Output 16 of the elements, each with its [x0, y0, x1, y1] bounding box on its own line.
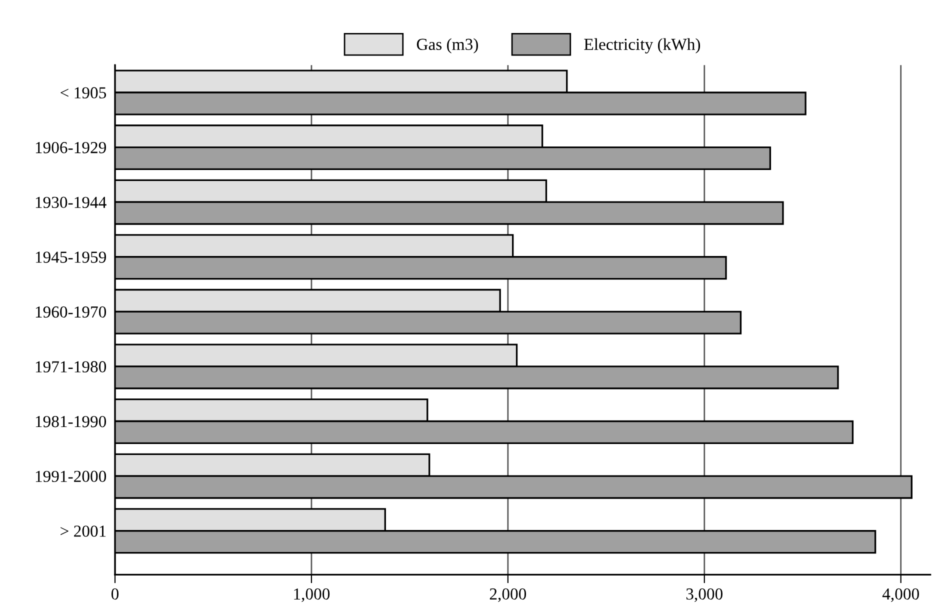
- x-tick-label: 2,000: [490, 588, 526, 602]
- y-tick-label: 1906-1929: [36, 142, 106, 154]
- y-tick-label: 1945-1959: [36, 252, 106, 263]
- legend-label: Electricity (kWh): [584, 38, 700, 54]
- y-tick-label: 1960-1970: [36, 306, 106, 318]
- y-tick-label: 1991-2000: [36, 470, 106, 482]
- y-tick-label: 1981-1990: [36, 416, 106, 428]
- y-tick-label: > 2001: [60, 526, 106, 537]
- y-tick-label: 1930-1944: [36, 196, 106, 208]
- y-tick-label: 1971-1980: [36, 361, 106, 372]
- x-tick-label: 4,000: [882, 588, 919, 602]
- x-tick-label: 1,000: [294, 588, 330, 602]
- legend-label: Gas (m3): [416, 38, 478, 54]
- x-tick-label: 0: [111, 588, 119, 600]
- y-tick-label: < 1905: [60, 87, 106, 98]
- x-tick-label: 3,000: [686, 588, 723, 602]
